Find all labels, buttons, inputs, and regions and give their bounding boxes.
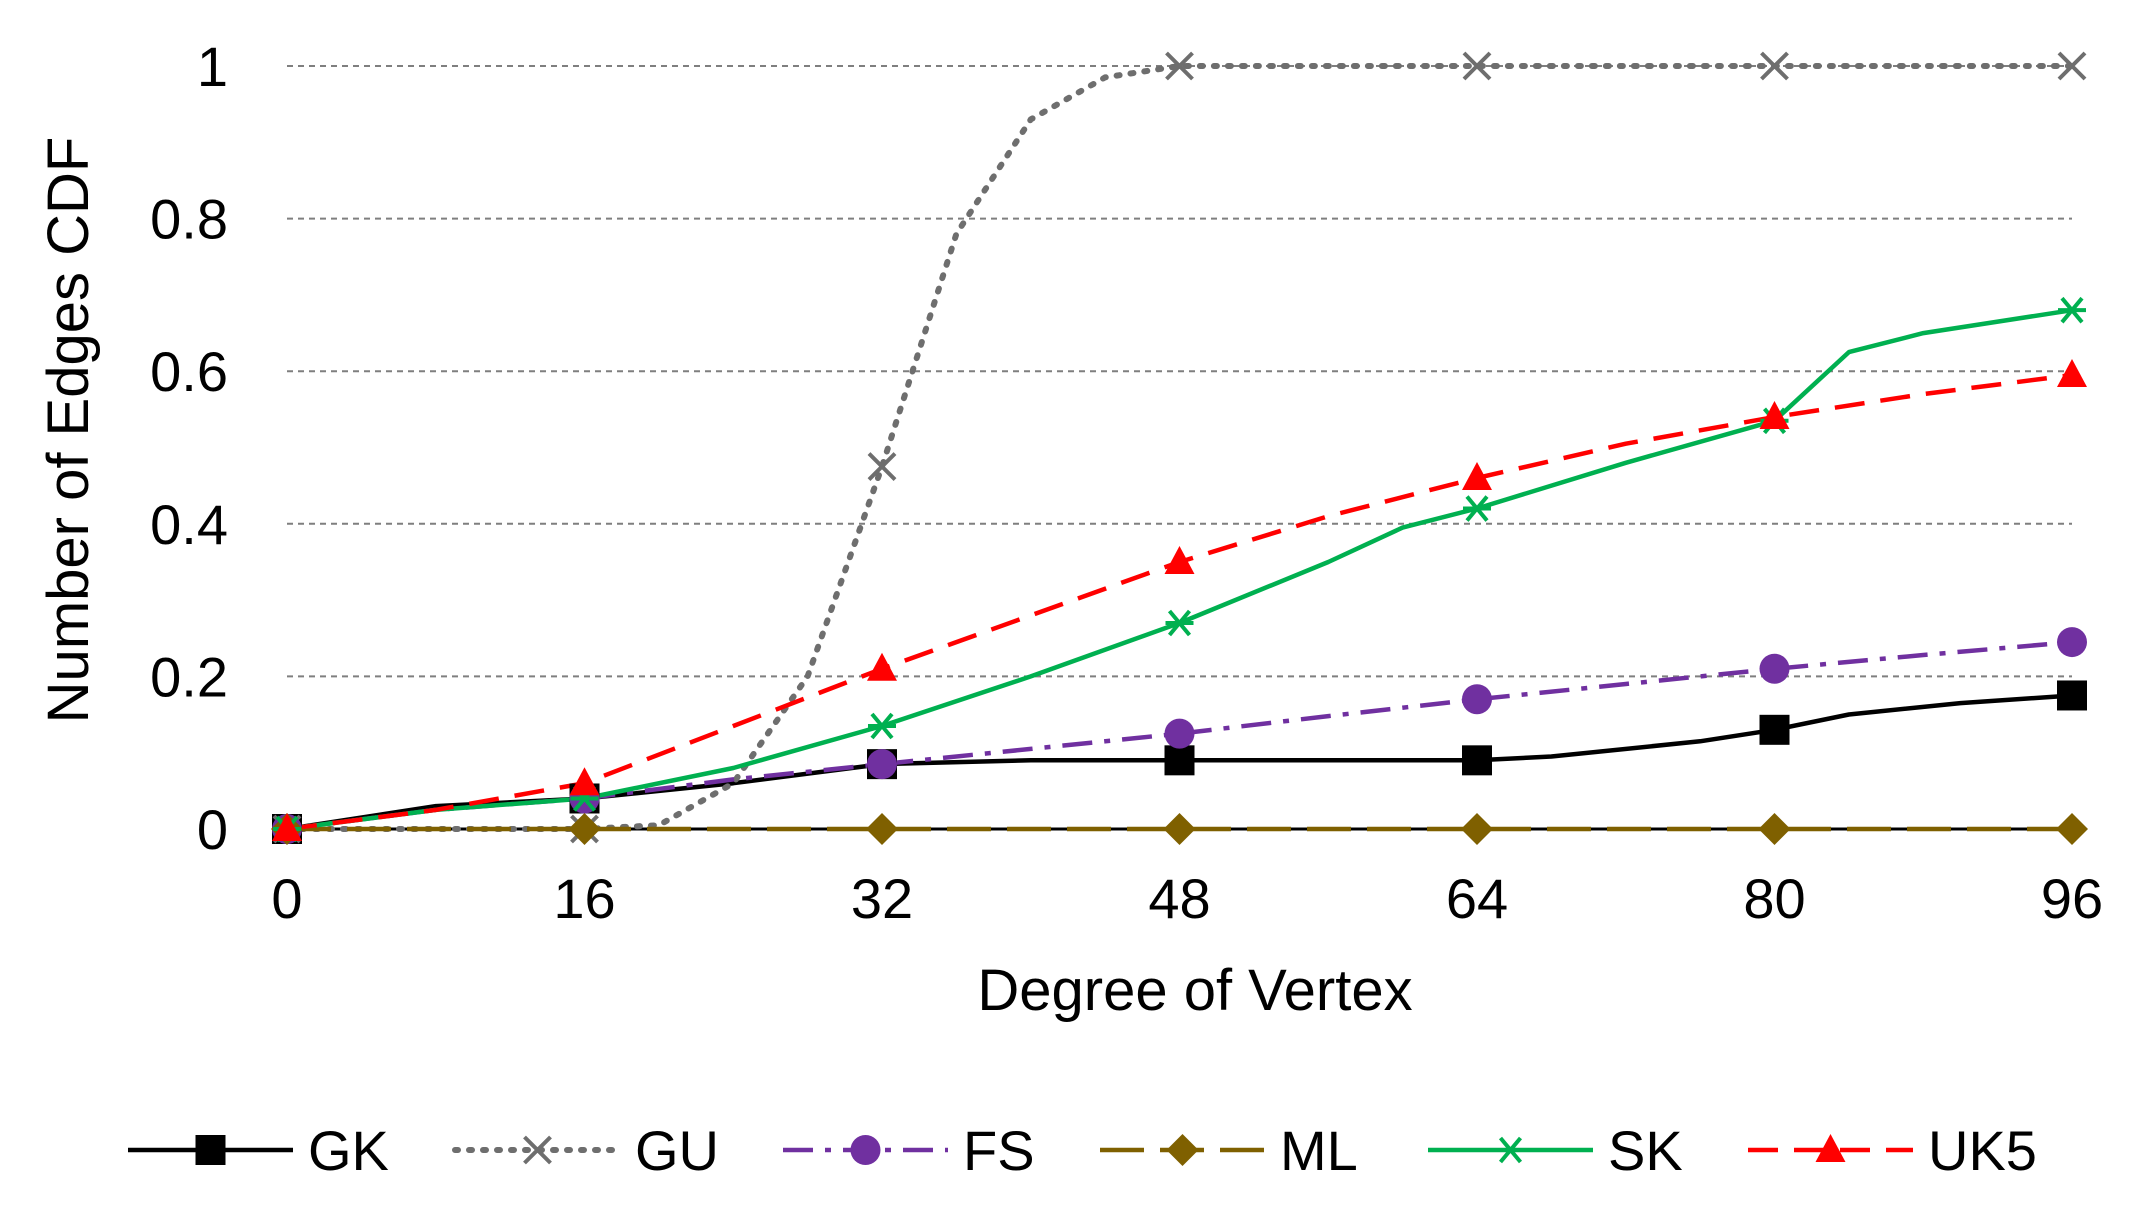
legend-item-ml: ML: [1100, 1119, 1358, 1182]
marker-gu-2: [867, 452, 897, 481]
marker-ml-4: [1461, 813, 1493, 845]
series-lines: [284, 63, 2075, 832]
legend-label-fs: FS: [963, 1119, 1035, 1182]
marker-gu-6: [2057, 51, 2087, 81]
legend-marker-gk: [195, 1135, 226, 1165]
marker-uk5-5: [1759, 400, 1790, 429]
x-tick-label-1: 16: [553, 867, 615, 930]
x-tick-label-3: 48: [1148, 867, 1210, 930]
y-tick-label-4: 0.8: [150, 188, 228, 251]
marker-ml-2: [866, 813, 898, 845]
marker-ml-5: [1758, 813, 1791, 845]
marker-ml-6: [2056, 813, 2088, 845]
marker-gu-4: [1462, 51, 1492, 81]
series-line-sk: [286, 307, 2073, 832]
legend-marker-gu: [523, 1135, 552, 1165]
legend-marker-sk: [1496, 1136, 1525, 1164]
y-tick-label-0: 0: [197, 798, 228, 861]
marker-gu-5: [1760, 51, 1789, 81]
series-line-gk: [286, 693, 2073, 832]
series-markers: [271, 51, 2088, 845]
series-line-gu: [284, 63, 2075, 832]
legend-label-sk: SK: [1608, 1119, 1683, 1182]
y-axis-title: Number of Edges CDF: [36, 137, 101, 724]
marker-fs-3: [1164, 718, 1195, 749]
marker-ml-3: [1163, 813, 1196, 845]
legend-label-uk5: UK5: [1928, 1119, 2037, 1182]
marker-gk-5: [1759, 714, 1790, 745]
x-tick-label-5: 80: [1743, 867, 1805, 930]
marker-sk-4: [1463, 495, 1491, 522]
legend-label-ml: ML: [1280, 1119, 1358, 1182]
legend-marker-uk5: [1815, 1134, 1846, 1162]
tick-labels: 0 0.2 0.4 0.6 0.8 1 0 16 32 48 64 80 96: [150, 35, 2103, 930]
legend-marker-ml: [1166, 1134, 1199, 1166]
legend-item-uk5: UK5: [1748, 1119, 2037, 1182]
marker-fs-2: [867, 749, 897, 780]
y-tick-label-1: 0.2: [150, 645, 228, 708]
marker-uk5-3: [1164, 545, 1195, 574]
marker-gu-3: [1165, 51, 1194, 81]
marker-uk5-2: [867, 652, 897, 681]
x-axis-title: Degree of Vertex: [977, 958, 1412, 1023]
gridlines: [287, 65, 2072, 678]
legend-item-gk: GK: [128, 1119, 389, 1182]
marker-sk-6: [2058, 296, 2086, 324]
legend-marker-fs: [850, 1135, 881, 1165]
marker-uk5-6: [2057, 359, 2087, 388]
y-tick-label-2: 0.4: [150, 493, 228, 556]
x-tick-label-4: 64: [1446, 867, 1508, 930]
marker-gk-6: [2057, 680, 2087, 711]
legend-label-gu: GU: [635, 1119, 719, 1182]
marker-uk5-4: [1462, 462, 1492, 491]
marker-sk-3: [1165, 609, 1194, 637]
marker-sk-2: [868, 712, 896, 740]
x-tick-label-6: 96: [2041, 867, 2103, 930]
legend-item-sk: SK: [1428, 1119, 1683, 1182]
y-tick-label-5: 1: [197, 35, 228, 98]
marker-uk5-1: [569, 767, 600, 796]
marker-gk-4: [1462, 745, 1492, 776]
y-tick-label-3: 0.6: [150, 340, 228, 403]
marker-fs-4: [1462, 684, 1492, 715]
legend-label-gk: GK: [308, 1119, 389, 1182]
marker-fs-5: [1759, 653, 1790, 684]
x-tick-label-0: 0: [271, 867, 302, 930]
legend-item-fs: FS: [783, 1119, 1035, 1182]
legend: GK GU FS ML SK UK5: [128, 1119, 2037, 1182]
marker-uk5-0: [272, 813, 302, 841]
x-tick-label-2: 32: [851, 867, 913, 930]
marker-gk-3: [1164, 745, 1195, 776]
legend-item-gu: GU: [452, 1119, 719, 1182]
marker-fs-6: [2057, 627, 2087, 658]
marker-ml-1: [568, 813, 601, 845]
